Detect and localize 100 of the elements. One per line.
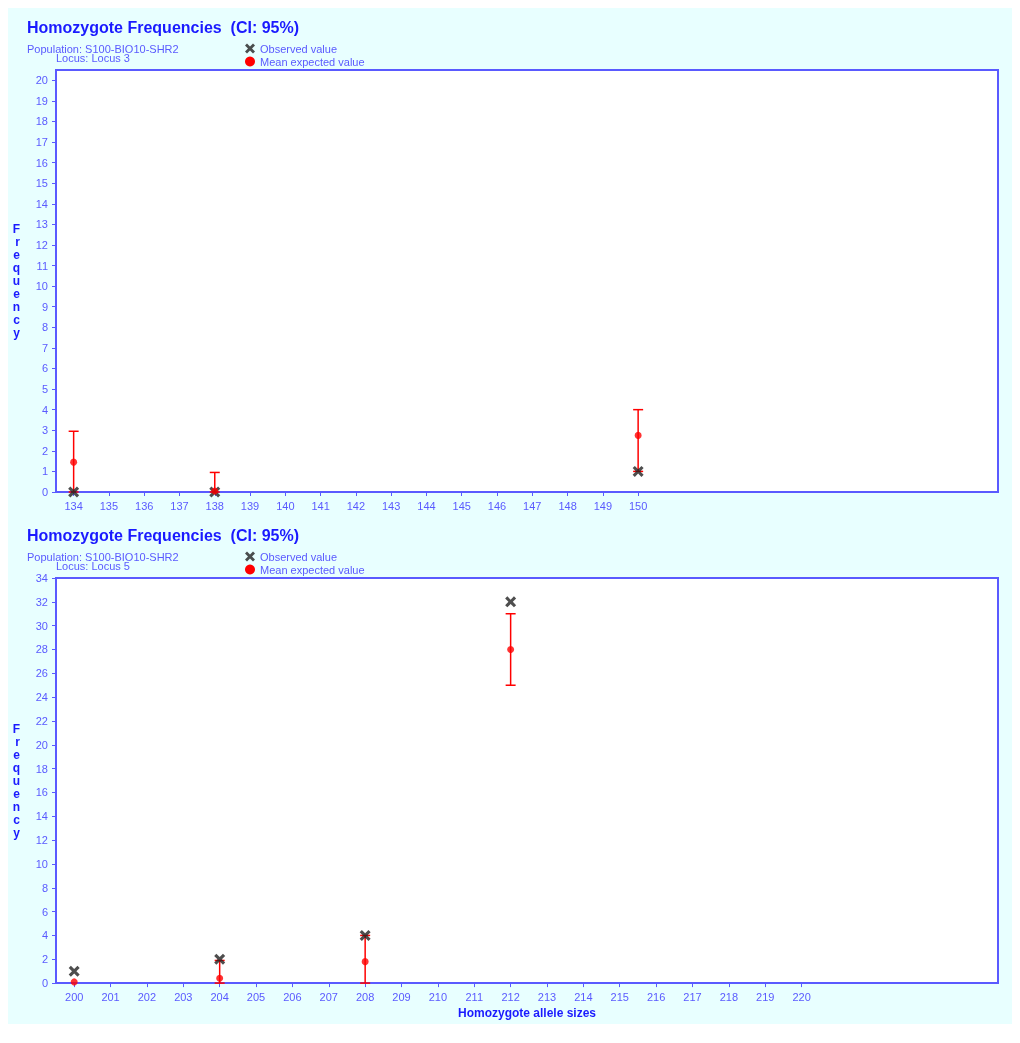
- x-tick-label: 140: [276, 499, 295, 512]
- x-tick-label: 147: [523, 499, 542, 512]
- x-tick-label: 219: [756, 990, 775, 1003]
- y-tick-label: 17: [35, 136, 48, 149]
- y-tick-label: 4: [41, 403, 48, 416]
- y-tick-label: 2: [41, 953, 48, 966]
- chart-title: Homozygote Frequencies (CI: 95%): [27, 18, 300, 36]
- chart-subtitle: Population: S100-BIO10-SHR2: [27, 42, 179, 55]
- x-tick-label: 213: [537, 990, 557, 1003]
- point: [68, 486, 80, 498]
- x-tick-label: 138: [205, 499, 224, 512]
- x-tick-label: 134: [64, 499, 83, 512]
- y-tick-label: 10: [35, 280, 48, 293]
- y-tick-label: 20: [35, 74, 48, 87]
- x-tick-label: 214: [574, 990, 593, 1003]
- x-tick-label: 144: [417, 499, 436, 512]
- point: [507, 645, 515, 653]
- y-tick-label: 12: [35, 834, 48, 847]
- y-tick-label: 22: [35, 714, 48, 727]
- x-tick-label: 139: [240, 499, 260, 512]
- y-tick-label: 18: [35, 762, 48, 775]
- y-tick-label: 26: [35, 667, 48, 680]
- x-tick-label: 215: [610, 990, 629, 1003]
- text: Frequency: [12, 222, 20, 340]
- y-tick-label: 3: [41, 424, 48, 437]
- x-tick-label: 208: [355, 990, 375, 1003]
- x-axis-title: Homozygote allele sizes: [457, 1006, 597, 1020]
- x-tick-label: 137: [170, 499, 189, 512]
- y-tick-label: 18: [35, 115, 48, 128]
- y-tick-label: 16: [35, 786, 48, 799]
- x-tick-label: 207: [319, 990, 338, 1003]
- point: [632, 465, 644, 477]
- x-tick-label: 206: [283, 990, 302, 1003]
- point: [634, 431, 642, 439]
- y-tick-label: 4: [41, 929, 48, 942]
- x-tick-label: 205: [246, 990, 266, 1003]
- x-tick-label: 142: [346, 499, 366, 512]
- x-tick-label: 146: [487, 499, 507, 512]
- y-tick-label: 14: [35, 810, 48, 823]
- text: Frequency: [12, 721, 20, 840]
- legend-label: Observed value: [260, 42, 338, 55]
- y-tick-label: 13: [35, 218, 48, 231]
- y-tick-label: 19: [35, 94, 48, 107]
- x-tick-label: 209: [392, 990, 411, 1003]
- y-tick-label: 32: [35, 595, 48, 608]
- y-tick-label: 14: [35, 197, 48, 210]
- x-tick-label: 201: [101, 990, 120, 1003]
- legend-label: Observed value: [260, 550, 338, 563]
- x-tick-label: 141: [311, 499, 330, 512]
- y-tick-label: 16: [35, 156, 48, 169]
- x-tick-label: 149: [593, 499, 613, 512]
- y-tick-label: 10: [35, 857, 48, 870]
- point: [216, 974, 224, 982]
- y-tick-label: 8: [41, 881, 48, 894]
- x-tick-label: 202: [137, 990, 157, 1003]
- x-tick-label: 143: [381, 499, 401, 512]
- y-tick-label: 8: [41, 321, 48, 334]
- x-tick-label: 212: [501, 990, 520, 1003]
- point: [361, 958, 369, 966]
- x-tick-label: 200: [65, 990, 84, 1003]
- y-tick-label: 6: [41, 362, 48, 375]
- y-tick-label: 2: [41, 444, 48, 457]
- y-tick-label: 1: [41, 465, 48, 478]
- point: [70, 458, 78, 466]
- y-tick-label: 34: [35, 572, 48, 584]
- y-tick-label: 0: [41, 977, 48, 990]
- x-tick-label: 150: [628, 499, 648, 512]
- x-tick-label: 216: [646, 990, 666, 1003]
- y-tick-label: 5: [41, 383, 48, 396]
- x-tick-label: 203: [174, 990, 193, 1003]
- x-tick-label: 220: [792, 990, 811, 1003]
- x-tick-label: 204: [210, 990, 229, 1003]
- x-tick-label: 145: [452, 499, 471, 512]
- x-tick-label: 218: [719, 990, 739, 1003]
- point: [214, 953, 226, 965]
- point: [505, 596, 517, 608]
- point: [359, 929, 371, 941]
- point: [70, 978, 78, 986]
- y-tick-label: 0: [41, 486, 48, 498]
- x-tick-label: 210: [428, 990, 448, 1003]
- y-tick-label: 6: [41, 905, 48, 918]
- x-tick-label: 136: [135, 499, 154, 512]
- y-tick-label: 12: [35, 238, 48, 251]
- legend-label: Mean expected value: [260, 563, 365, 576]
- x-tick-label: 135: [99, 499, 119, 512]
- y-tick-label: 15: [35, 177, 48, 190]
- legend-label: Mean expected value: [260, 55, 365, 68]
- x-tick-label: 148: [558, 499, 577, 512]
- y-tick-label: 28: [35, 643, 48, 656]
- y-tick-label: 11: [36, 259, 48, 272]
- x-tick-label: 211: [465, 990, 484, 1003]
- chart-title: Homozygote Frequencies (CI: 95%): [27, 526, 300, 544]
- x-tick-label: 217: [683, 990, 702, 1003]
- y-tick-label: 30: [35, 619, 48, 632]
- y-tick-label: 20: [35, 738, 48, 751]
- point: [68, 965, 80, 977]
- chart-subtitle: Population: S100-BIO10-SHR2: [27, 550, 179, 563]
- y-tick-label: 9: [41, 300, 48, 313]
- y-tick-label: 24: [35, 691, 48, 704]
- y-tick-label: 7: [41, 341, 48, 354]
